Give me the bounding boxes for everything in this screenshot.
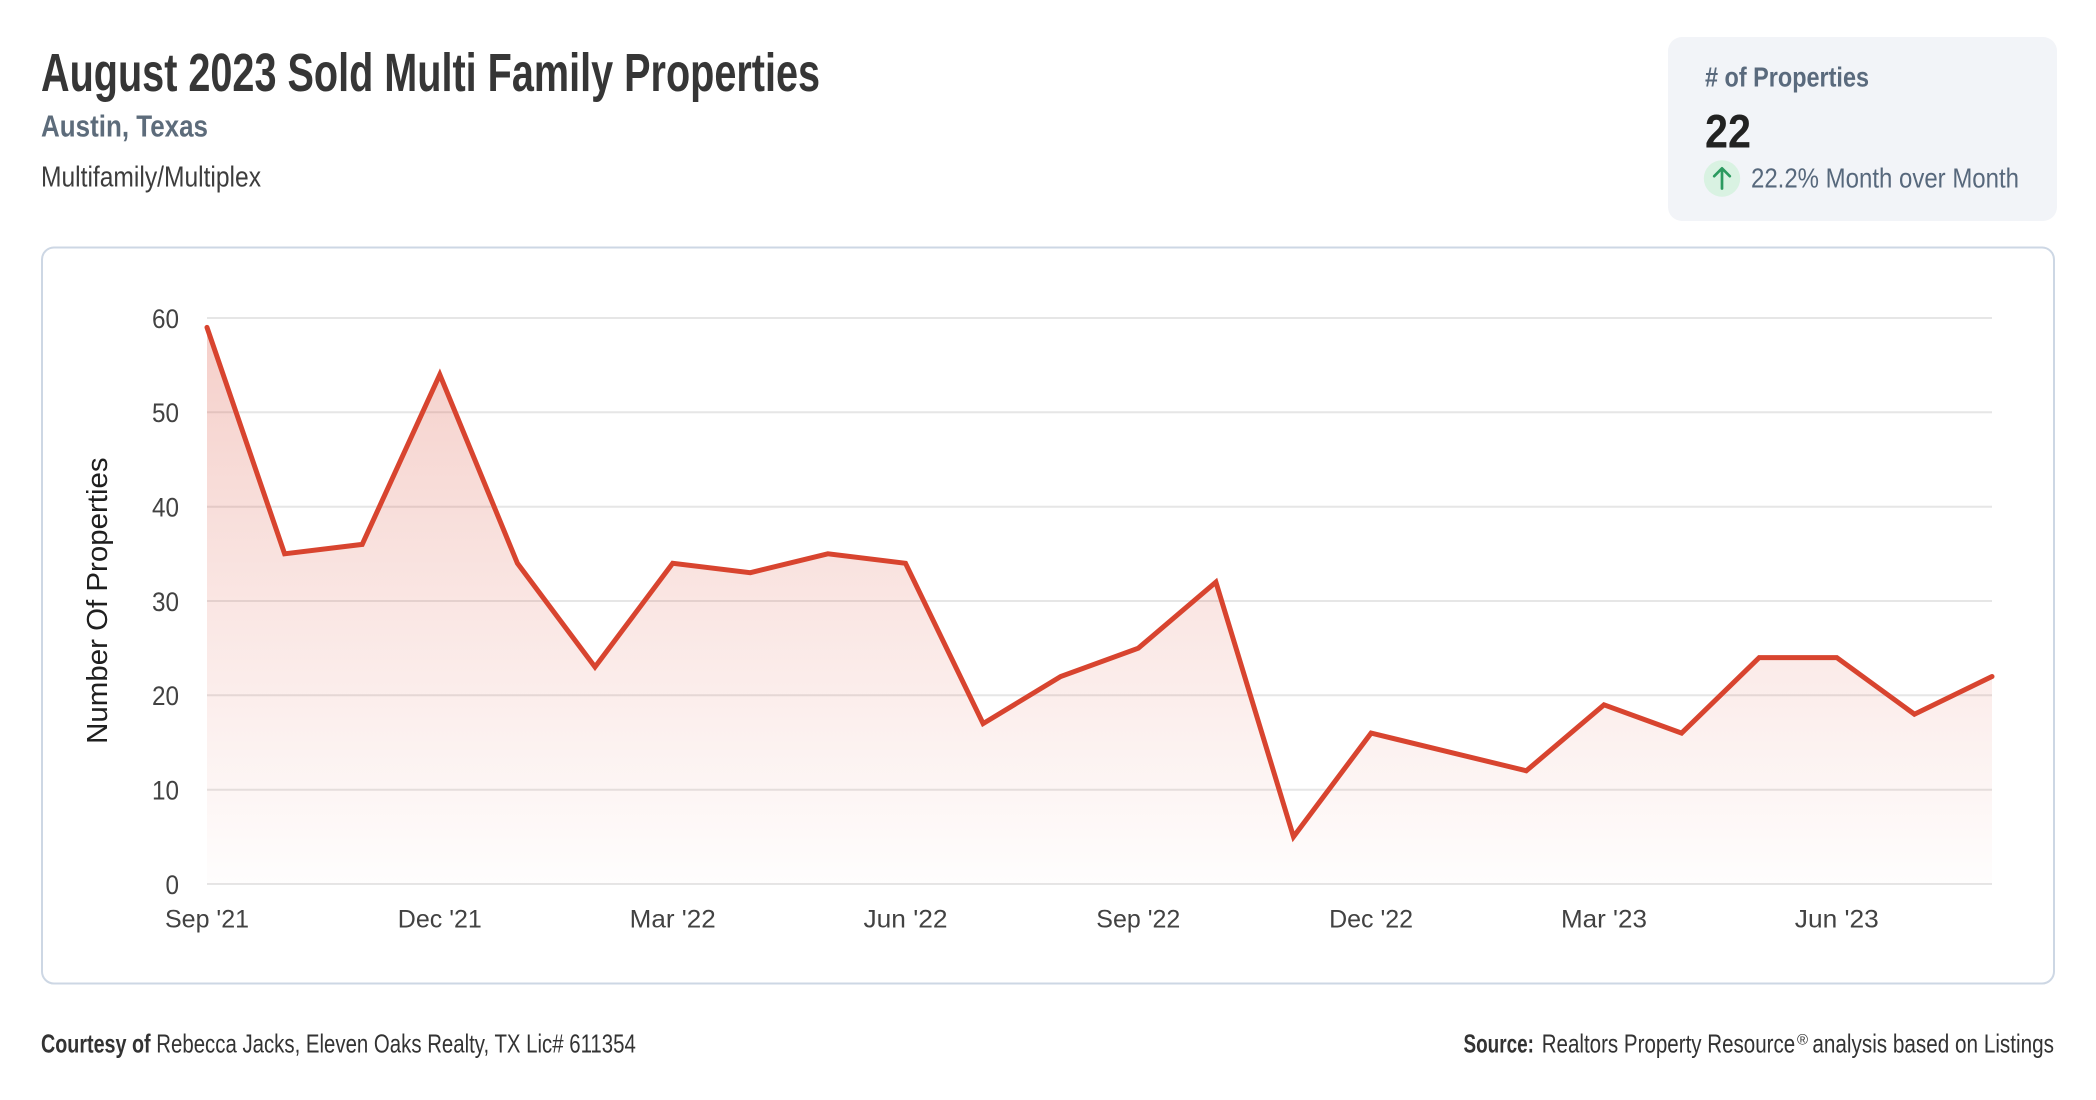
svg-text:30: 30 [152,587,179,617]
svg-text:Mar '22: Mar '22 [630,906,716,934]
svg-text:Source:: Source: [1464,1029,1534,1059]
svg-text:20: 20 [152,681,179,711]
svg-text:Jun '22: Jun '22 [864,906,948,934]
svg-text:60: 60 [152,304,179,334]
svg-text:50: 50 [152,398,179,428]
svg-text:Multifamily/Multiplex: Multifamily/Multiplex [41,162,261,194]
svg-text:Dec '21: Dec '21 [398,906,482,934]
svg-text:Courtesy of: Courtesy of [41,1029,151,1059]
svg-text:®: ® [1797,1032,1808,1049]
svg-text:22.2% Month over Month: 22.2% Month over Month [1751,163,2019,194]
svg-text:22: 22 [1705,104,1751,157]
svg-text:10: 10 [152,776,179,806]
svg-text:Jun '23: Jun '23 [1795,906,1879,934]
svg-text:Sep '22: Sep '22 [1096,906,1180,934]
svg-text:analysis based on Listings: analysis based on Listings [1812,1029,2054,1059]
svg-text:Realtors Property Resource: Realtors Property Resource [1542,1029,1796,1059]
svg-text:Austin, Texas: Austin, Texas [41,109,208,144]
svg-text:40: 40 [152,493,179,523]
svg-text:August 2023 Sold Multi Family: August 2023 Sold Multi Family Properties [41,43,820,103]
svg-text:Mar '23: Mar '23 [1561,906,1647,934]
svg-text:Number Of Properties: Number Of Properties [82,457,114,744]
svg-text:0: 0 [166,870,180,900]
svg-text:Dec '22: Dec '22 [1329,906,1413,934]
svg-text:Sep '21: Sep '21 [165,906,249,934]
svg-text:Rebecca Jacks, Eleven Oaks Rea: Rebecca Jacks, Eleven Oaks Realty, TX Li… [156,1029,636,1059]
svg-text:# of Properties: # of Properties [1705,62,1869,93]
